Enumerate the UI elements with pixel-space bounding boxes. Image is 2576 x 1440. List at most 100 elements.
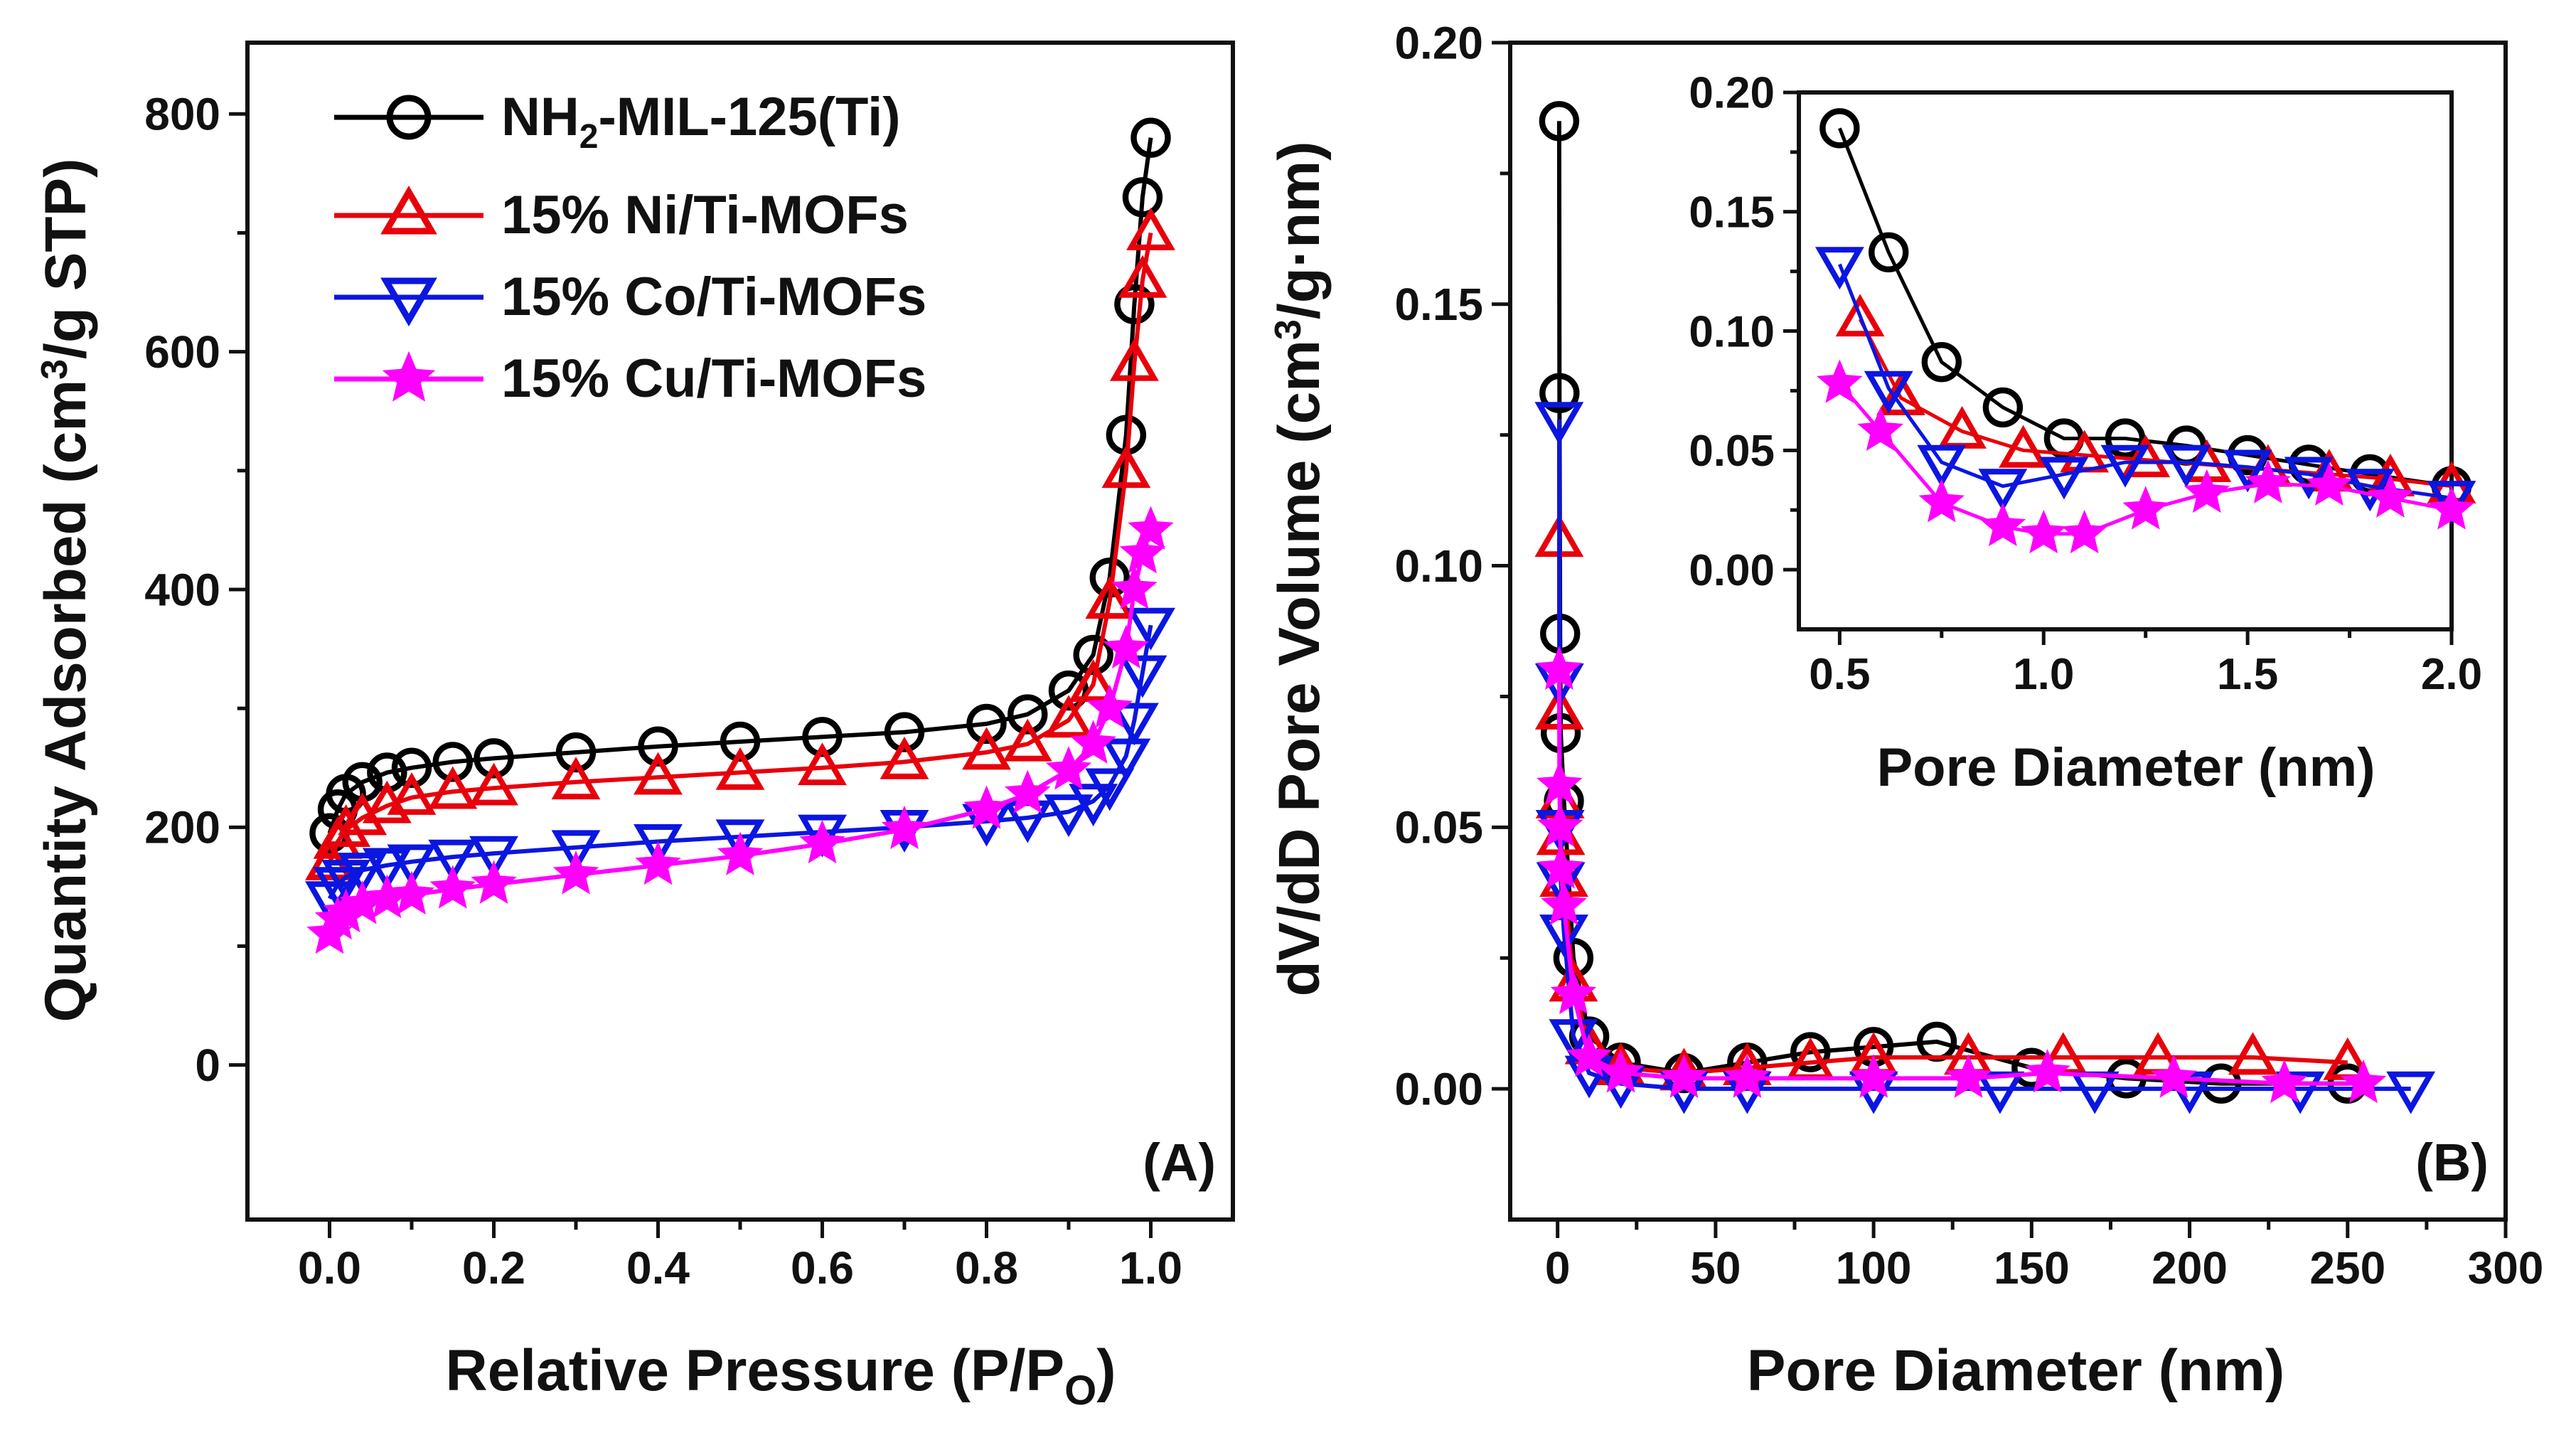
panel-a-label: (A) xyxy=(1143,1133,1216,1192)
data-point-15-co-ti-mofs xyxy=(1917,444,1967,488)
data-point-nh2-mil-125-ti- xyxy=(802,717,843,757)
data-point-15-cu-ti-mofs xyxy=(1103,624,1150,668)
data-point-nh2-mil-125-ti- xyxy=(1122,177,1163,218)
y-tick-label: 0.20 xyxy=(1394,17,1483,68)
data-point-15-cu-ti-mofs xyxy=(1045,746,1092,790)
data-point-nh2-mil-125-ti- xyxy=(1790,1032,1831,1072)
data-point-15-ni-ti-mofs xyxy=(634,752,683,795)
data-point-15-co-ti-mofs xyxy=(2386,1071,2436,1114)
data-point-15-co-ti-mofs xyxy=(1044,794,1094,838)
data-point-nh2-mil-125-ti- xyxy=(391,747,432,788)
panel-b-label: (B) xyxy=(2415,1133,2489,1192)
data-point-15-cu-ti-mofs xyxy=(1724,1054,1770,1098)
data-point-15-cu-ti-mofs xyxy=(963,785,1010,829)
data-point-15-cu-ti-mofs xyxy=(2151,1054,2197,1098)
legend-label-ni: 15% Ni/Ti-MOFs xyxy=(501,185,909,245)
data-point-15-cu-ti-mofs xyxy=(1536,803,1583,847)
data-point-15-cu-ti-mofs xyxy=(1550,970,1597,1015)
data-point-15-ni-ti-mofs xyxy=(715,747,765,790)
data-point-15-cu-ti-mofs xyxy=(1536,646,1583,690)
data-point-15-ni-ti-mofs xyxy=(1876,372,1925,415)
data-point-nh2-mil-125-ti- xyxy=(884,712,925,752)
panel-a: 0.0 0.2 0.4 0.6 0.8 1.0 0 200 400 600 800 NH2-MIL… xyxy=(33,41,1235,1414)
data-point-15-cu-ti-mofs xyxy=(2061,509,2107,554)
data-point-15-co-ti-mofs xyxy=(1126,607,1175,651)
data-point-15-cu-ti-mofs xyxy=(1541,881,1587,926)
data-point-15-co-ti-mofs xyxy=(338,853,388,896)
data-point-15-cu-ti-mofs xyxy=(2245,459,2291,503)
data-point-15-ni-ti-mofs xyxy=(798,742,847,786)
data-point-nh2-mil-125-ti- xyxy=(474,738,514,779)
data-point-15-co-ti-mofs xyxy=(2345,469,2395,512)
data-point-15-cu-ti-mofs xyxy=(2340,1059,2387,1104)
data-point-15-cu-ti-mofs xyxy=(1004,769,1051,814)
y-tick-label: 600 xyxy=(144,326,220,378)
legend-item-cu: 15% Cu/Ti-MOFs xyxy=(334,348,926,409)
data-point-15-co-ti-mofs xyxy=(1978,469,2028,512)
x-tick-label: 0.0 xyxy=(298,1242,361,1294)
data-point-15-co-ti-mofs xyxy=(2223,449,2272,493)
panel-a-x-axis-label: Relative Pressure (P/PO) xyxy=(445,1338,1116,1414)
data-point-15-co-ti-mofs xyxy=(387,844,437,887)
panel-b-x-axis-label: Pore Diameter (nm) xyxy=(1747,1338,2284,1403)
data-point-15-cu-ti-mofs xyxy=(2367,474,2414,518)
data-point-15-cu-ti-mofs xyxy=(1128,506,1174,550)
data-point-15-ni-ti-mofs xyxy=(1109,338,1159,381)
y-tick-label: 0 xyxy=(195,1040,220,1091)
data-point-15-cu-ti-mofs xyxy=(2184,469,2230,513)
data-point-15-cu-ti-mofs xyxy=(1945,1054,1992,1098)
legend-label-nh2-mil-125: NH2-MIL-125(Ti) xyxy=(501,87,901,156)
x-tick-label: 1.0 xyxy=(1119,1242,1182,1294)
y-tick-label: 800 xyxy=(144,89,220,140)
panel-b: 0 50 100 150 200 250 300 0.000.050.100.150.20 … xyxy=(1267,17,2543,1403)
data-point-15-cu-ti-mofs xyxy=(1850,1054,1897,1098)
data-point-15-ni-ti-mofs xyxy=(1003,718,1052,762)
data-point-15-cu-ti-mofs xyxy=(429,865,476,909)
data-point-15-co-ti-mofs xyxy=(1085,768,1135,811)
data-point-nh2-mil-125-ti- xyxy=(1921,341,1962,383)
data-point-15-cu-ti-mofs xyxy=(1537,845,1584,889)
data-point-15-co-ti-mofs xyxy=(1109,703,1159,746)
y-tick-label: 200 xyxy=(144,802,220,853)
data-point-15-co-ti-mofs xyxy=(1815,247,1864,290)
data-point-15-ni-ti-mofs xyxy=(2121,434,2171,478)
data-point-15-co-ti-mofs xyxy=(1534,402,1584,445)
data-point-15-cu-ti-mofs xyxy=(2261,1059,2308,1104)
x-tick-label: 0 xyxy=(1545,1242,1571,1294)
data-point-nh2-mil-125-ti- xyxy=(1131,117,1171,158)
data-point-nh2-mil-125-ti- xyxy=(1048,670,1089,711)
data-point-15-cu-ti-mofs xyxy=(1857,407,1904,451)
panel-b-y-axis-label: dV/dD Pore Volume (cm3/g·nm) xyxy=(1267,142,1332,997)
data-point-15-cu-ti-mofs xyxy=(2306,462,2353,506)
data-point-15-ni-ti-mofs xyxy=(469,762,518,806)
data-point-15-ni-ti-mofs xyxy=(962,727,1011,770)
data-point-nh2-mil-125-ti- xyxy=(638,726,678,767)
data-point-15-ni-ti-mofs xyxy=(1044,695,1094,738)
y-tick-label: 0.00 xyxy=(1394,1064,1483,1115)
data-point-15-co-ti-mofs xyxy=(634,824,683,867)
panel-a-y-axis-label: Quantity Adsorbed (cm3/g STP) xyxy=(33,159,98,1023)
x-tick-label: 300 xyxy=(2468,1242,2544,1294)
panel-b-frame xyxy=(1508,41,2508,1222)
y-tick-label: 0.05 xyxy=(1689,427,1775,476)
data-point-15-cu-ti-mofs xyxy=(1111,565,1158,609)
data-point-15-co-ti-mofs xyxy=(715,819,765,863)
data-point-nh2-mil-125-ti- xyxy=(966,703,1007,745)
data-point-15-co-ti-mofs xyxy=(1101,738,1151,782)
legend-a: NH2-MIL-125(Ti) 15% Ni/Ti-MOFs 15% Co/Ti… xyxy=(334,87,926,409)
data-point-nh2-mil-125-ti- xyxy=(1869,232,1909,273)
data-point-15-cu-ti-mofs xyxy=(471,860,517,904)
data-point-15-co-ti-mofs xyxy=(2039,457,2089,500)
y-tick-label: 0.15 xyxy=(1394,279,1483,330)
data-point-15-co-ti-mofs xyxy=(1069,784,1118,827)
x-tick-label: 0.4 xyxy=(626,1242,690,1294)
x-tick-label: 150 xyxy=(1994,1242,2070,1294)
data-point-15-co-ti-mofs xyxy=(469,836,518,879)
data-point-15-ni-ti-mofs xyxy=(321,804,371,848)
data-point-15-cu-ti-mofs xyxy=(1070,720,1116,764)
y-tick-label: 0.05 xyxy=(1394,802,1483,853)
x-tick-label: 0.2 xyxy=(462,1242,525,1294)
data-point-15-co-ti-mofs xyxy=(2427,481,2476,523)
data-point-15-co-ti-mofs xyxy=(1864,370,1913,414)
inset-frame xyxy=(1797,90,2454,631)
